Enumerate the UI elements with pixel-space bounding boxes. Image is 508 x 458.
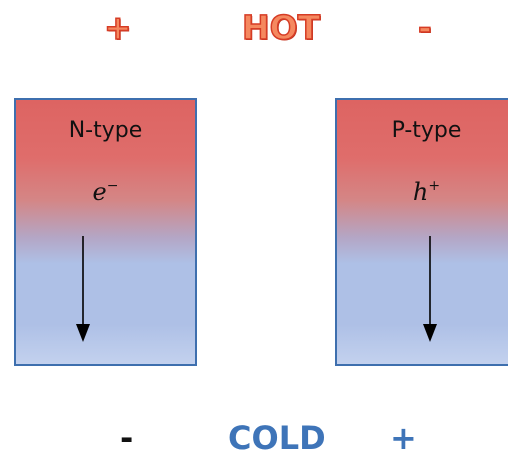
bottom-left-sign: - — [120, 419, 134, 457]
hot-label: HOT — [241, 7, 321, 48]
electron-flow-arrow-icon — [76, 236, 90, 342]
electron-symbol-base: e — [92, 178, 107, 206]
n-type-title: N-type — [68, 118, 143, 143]
p-type-title: P-type — [391, 118, 462, 143]
top-left-sign: + — [103, 7, 132, 48]
electron-symbol-sup: − — [106, 178, 119, 194]
hole-flow-arrow-icon — [423, 236, 437, 342]
electron-symbol: e− — [16, 178, 195, 206]
hole-symbol-base: h — [412, 178, 429, 206]
n-type-block: N-type e− — [14, 98, 197, 366]
cold-label: COLD — [228, 419, 326, 457]
bottom-right-sign: + — [390, 419, 417, 457]
hole-symbol: h+ — [337, 178, 508, 206]
top-right-sign: - — [417, 7, 432, 48]
p-type-block: P-type h+ — [335, 98, 508, 366]
hole-symbol-sup: + — [428, 178, 441, 194]
